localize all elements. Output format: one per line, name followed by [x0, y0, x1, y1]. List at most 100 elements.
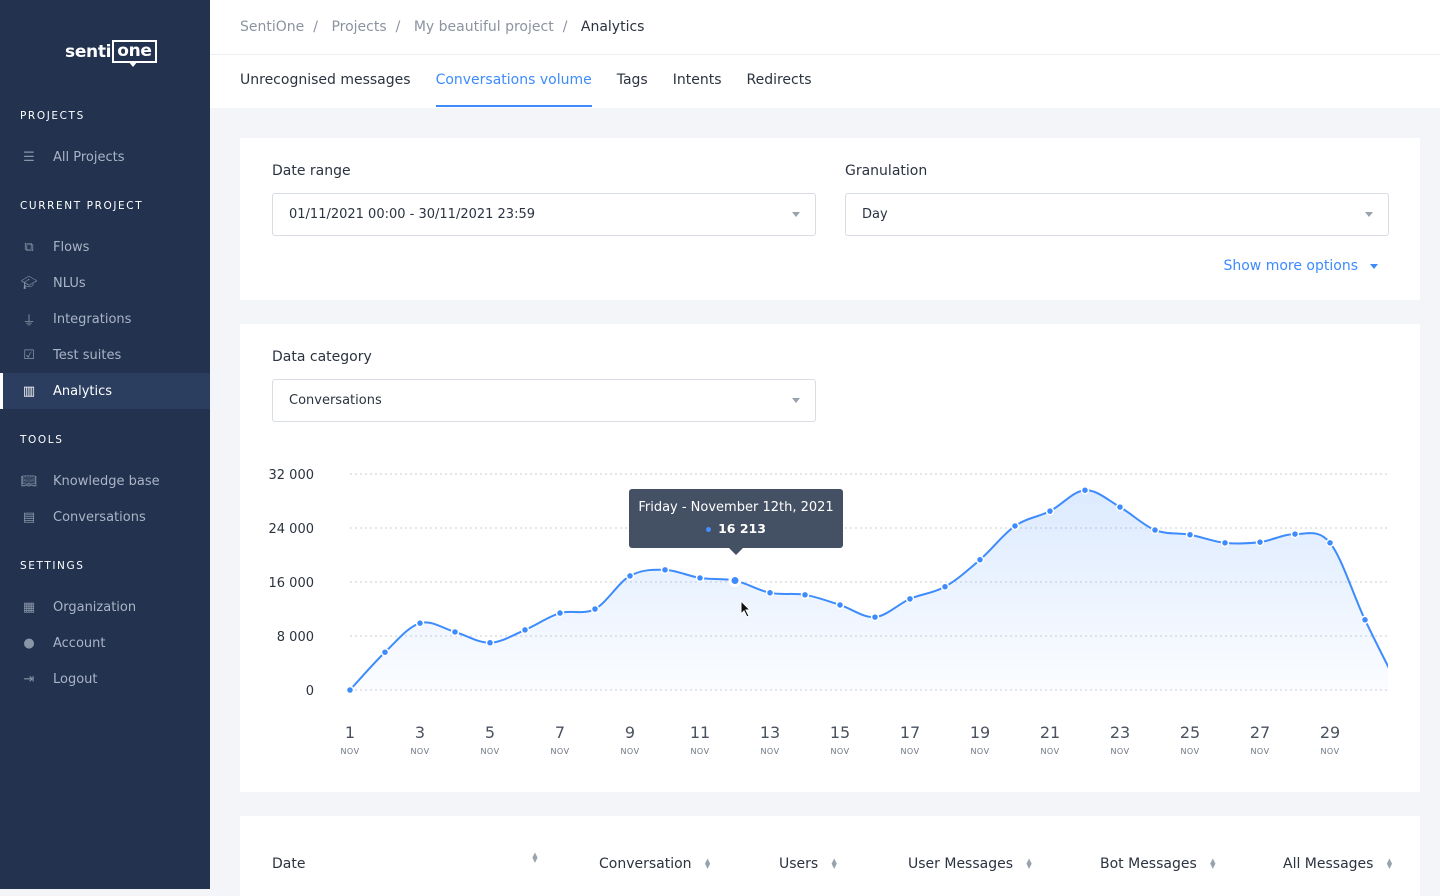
tab-tags[interactable]: Tags — [616, 72, 648, 88]
x-tick-label: 21 — [1040, 723, 1060, 742]
data-point[interactable] — [1185, 530, 1195, 539]
data-point[interactable] — [450, 627, 460, 637]
plug-icon: ⏚ — [22, 313, 36, 329]
show-more-options-link[interactable]: Show more options — [1223, 258, 1378, 274]
column-date[interactable]: Date — [272, 856, 305, 872]
column-all-messages[interactable]: All Messages ▲ ▼ — [1283, 856, 1393, 872]
sort-icon: ▲ ▼ — [704, 857, 711, 870]
header-label: User Messages — [908, 856, 1014, 872]
x-tick-label: 1 — [345, 723, 355, 742]
data-point[interactable] — [485, 638, 495, 647]
data-point[interactable] — [1220, 538, 1230, 548]
data-point[interactable] — [765, 588, 775, 598]
chevron-down-icon — [792, 398, 800, 403]
data-point[interactable] — [975, 555, 985, 564]
chart-tooltip: Friday - November 12th, 2021 16 213 — [629, 489, 843, 555]
mouse-cursor-icon — [740, 600, 752, 618]
data-point[interactable] — [695, 573, 705, 583]
breadcrumb-current: Analytics — [580, 19, 645, 35]
column-users[interactable]: Users ▲ ▼ — [779, 856, 838, 872]
x-tick-month: NOV — [1110, 747, 1129, 756]
logo-box: one — [112, 40, 157, 67]
sidebar-item-account[interactable]: ● Account — [0, 625, 210, 661]
sort-icon[interactable]: ▲ ▼ — [532, 851, 538, 864]
data-point[interactable] — [625, 571, 635, 581]
data-point[interactable] — [380, 647, 390, 657]
data-point[interactable] — [1255, 537, 1265, 547]
header-label: Bot Messages — [1100, 856, 1197, 872]
data-point[interactable] — [1150, 525, 1160, 535]
chat-icon: ▤ — [22, 509, 36, 525]
x-tick-month: NOV — [1250, 747, 1269, 756]
data-point[interactable] — [1080, 485, 1090, 495]
granulation-select[interactable]: Day — [845, 193, 1389, 236]
data-point[interactable] — [660, 565, 670, 575]
sidebar-item-label: Flows — [53, 239, 90, 255]
data-point[interactable] — [728, 574, 742, 588]
data-point[interactable] — [1360, 615, 1370, 625]
sidebar-item-knowledge-base[interactable]: 📖︎ Knowledge base — [0, 463, 210, 499]
sidebar-item-conversations[interactable]: ▤ Conversations — [0, 499, 210, 535]
data-point[interactable] — [1325, 538, 1335, 548]
data-point[interactable] — [800, 590, 810, 600]
sentione-logo[interactable]: senti one — [65, 40, 157, 67]
data-point[interactable] — [1010, 521, 1020, 531]
header-label: All Messages — [1283, 856, 1374, 872]
granulation-label: Granulation — [845, 163, 928, 179]
sidebar-item-nlus[interactable]: 🎓︎ NLUs — [0, 265, 210, 301]
checklist-icon: ☑ — [23, 347, 35, 363]
x-tick-month: NOV — [760, 747, 779, 756]
sidebar-item-logout[interactable]: ⇥ Logout — [0, 661, 210, 697]
sidebar-item-integrations[interactable]: ⏚ Integrations — [0, 301, 210, 337]
breadcrumb-projects[interactable]: Projects — [331, 19, 387, 35]
column-user-messages[interactable]: User Messages ▲ ▼ — [908, 856, 1033, 872]
data-point[interactable] — [1115, 502, 1125, 512]
sidebar-item-flows[interactable]: ⧉ Flows — [0, 229, 210, 265]
x-tick-month: NOV — [410, 747, 429, 756]
x-tick-label: 15 — [830, 723, 850, 742]
tab-intents[interactable]: Intents — [672, 72, 722, 88]
data-category-label: Data category — [272, 349, 372, 365]
column-conversation[interactable]: Conversation ▲ ▼ — [599, 856, 712, 872]
chevron-down-icon — [792, 212, 800, 217]
data-point[interactable] — [835, 600, 845, 610]
data-point[interactable] — [940, 582, 950, 591]
column-bot-messages[interactable]: Bot Messages ▲ ▼ — [1100, 856, 1217, 872]
data-point[interactable] — [870, 612, 880, 622]
show-more-label: Show more options — [1223, 258, 1358, 274]
filters-card: Date range 01/11/2021 00:00 - 30/11/2021… — [240, 138, 1420, 300]
data-point[interactable] — [1290, 529, 1300, 539]
sidebar-item-all-projects[interactable]: ☰ All Projects — [0, 139, 210, 175]
tab-redirects[interactable]: Redirects — [746, 72, 812, 88]
x-tick-month: NOV — [830, 747, 849, 756]
data-point[interactable] — [905, 594, 915, 604]
data-point[interactable] — [345, 685, 355, 695]
breadcrumb-project[interactable]: My beautiful project — [413, 19, 554, 35]
data-point[interactable] — [520, 625, 530, 635]
x-tick-label: 19 — [970, 723, 990, 742]
tab-conversations-volume[interactable]: Conversations volume — [435, 72, 592, 107]
x-tick-label: 25 — [1180, 723, 1200, 742]
y-tick-label: 8 000 — [277, 630, 314, 645]
date-range-select[interactable]: 01/11/2021 00:00 - 30/11/2021 23:59 — [272, 193, 816, 236]
tab-unrecognised-messages[interactable]: Unrecognised messages — [240, 72, 411, 88]
x-tick-label: 27 — [1250, 723, 1270, 742]
x-tick-month: NOV — [1040, 747, 1059, 756]
data-category-select[interactable]: Conversations — [272, 379, 816, 422]
data-point[interactable] — [415, 618, 425, 628]
data-point[interactable] — [590, 604, 600, 614]
sort-icon: ▲ ▼ — [1210, 857, 1216, 870]
sidebar-item-analytics[interactable]: ▥ Analytics — [0, 373, 210, 409]
x-tick-month: NOV — [970, 747, 989, 756]
x-tick-month: NOV — [550, 747, 569, 756]
flows-icon: ⧉ — [24, 239, 34, 255]
data-category-value: Conversations — [289, 393, 382, 408]
data-point[interactable] — [555, 608, 565, 618]
data-point[interactable] — [1045, 506, 1055, 516]
sidebar-item-organization[interactable]: ▦ Organization — [0, 589, 210, 625]
sidebar-item-test-suites[interactable]: ☑ Test suites — [0, 337, 210, 373]
breadcrumb-sentione[interactable]: SentiOne — [240, 19, 305, 35]
sort-icon: ▲ ▼ — [1386, 857, 1393, 870]
sidebar: senti one PROJECTS ☰ All Projects CURRENT … — [0, 0, 210, 889]
book-icon: 📖︎ — [20, 473, 38, 489]
